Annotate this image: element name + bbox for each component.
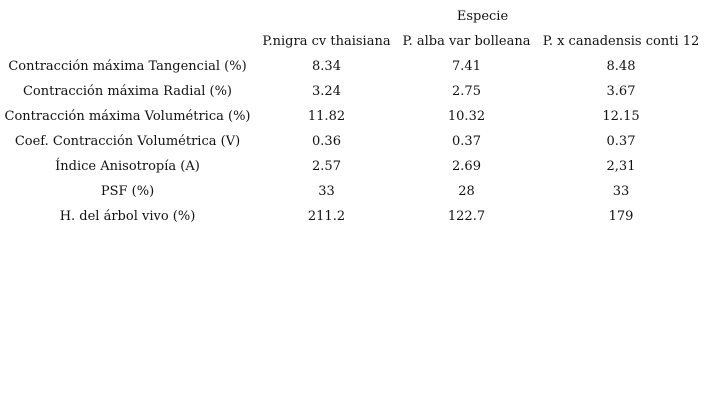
table-cell: 2,31 <box>606 159 636 174</box>
table-cell: 8.48 <box>606 59 636 74</box>
table-cell: 7.41 <box>452 59 481 74</box>
table-row: Contracción máxima Radial (%) 3.24 2.75 … <box>0 84 711 102</box>
table-row: Coef. Contracción Volumétrica (V) 0.36 0… <box>0 134 711 152</box>
table-cell: 8.34 <box>312 59 341 74</box>
column-header-p-canadensis: P. x canadensis conti 12 <box>542 34 700 49</box>
row-label: PSF (%) <box>100 184 155 199</box>
table-cell: 2.57 <box>312 159 341 174</box>
row-label: Índice Anisotropía (A) <box>55 159 200 174</box>
row-label: H. del árbol vivo (%) <box>59 209 196 224</box>
table-cell: 33 <box>318 184 335 199</box>
table-cell: 33 <box>612 184 630 199</box>
column-header-p-nigra: P.nigra cv thaisiana <box>262 34 391 49</box>
table-row: H. del árbol vivo (%) 211.2 122.7 179 <box>0 209 711 227</box>
table-cell: 2.75 <box>452 84 481 99</box>
table-cell: 0.36 <box>312 134 341 149</box>
row-label: Contracción máxima Tangencial (%) <box>8 59 247 74</box>
table-cell: 179 <box>608 209 634 224</box>
table-cell: 211.2 <box>307 209 346 224</box>
table-cell: 122.7 <box>447 209 486 224</box>
table-row: Contracción máxima Tangencial (%) 8.34 7… <box>0 59 711 77</box>
table-cell: 11.82 <box>307 109 346 124</box>
row-label: Contracción máxima Volumétrica (%) <box>4 109 251 124</box>
table-cell: 12.15 <box>602 109 640 124</box>
column-header-p-alba: P. alba var bolleana <box>402 34 531 49</box>
table-cell: 0.37 <box>606 134 636 149</box>
row-label: Coef. Contracción Volumétrica (V) <box>14 134 241 149</box>
table-row: Índice Anisotropía (A) 2.57 2.69 2,31 <box>0 159 711 177</box>
table-cell: 10.32 <box>447 109 486 124</box>
table-cell: 2.69 <box>452 159 481 174</box>
table-row: Contracción máxima Volumétrica (%) 11.82… <box>0 109 711 127</box>
group-header-especie: Especie <box>456 9 509 24</box>
table-row: PSF (%) 33 28 33 <box>0 184 711 202</box>
table-cell: 3.24 <box>312 84 341 99</box>
row-label: Contracción máxima Radial (%) <box>22 84 232 99</box>
table-cell: 0.37 <box>452 134 481 149</box>
table-cell: 3.67 <box>606 84 636 99</box>
table-cell: 28 <box>458 184 475 199</box>
